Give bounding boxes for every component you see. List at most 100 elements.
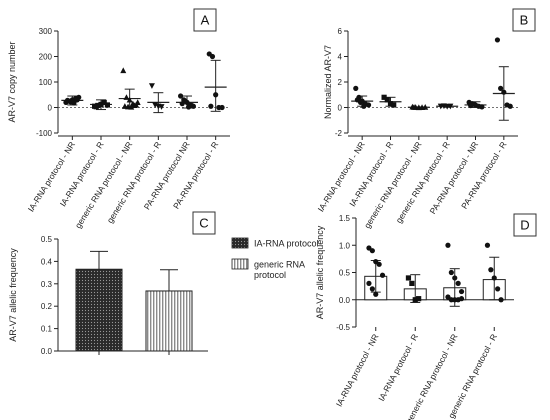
panel-a-data-point (104, 102, 110, 108)
panel-b-data-point (391, 102, 397, 108)
panel-d-y-tick-label: -0.5 (336, 323, 350, 332)
panel-b-panel-label: B (520, 13, 529, 28)
panel-a-data-point (128, 103, 135, 110)
panel-b-y-axis-title: Normalized AR-V7 (323, 45, 333, 119)
panel-a-data-point (208, 103, 214, 109)
panel-d-data-point (379, 272, 386, 278)
panel-b-data-point (384, 97, 390, 103)
panel-a-data-point (126, 96, 133, 103)
panel-b-data-point (507, 103, 513, 109)
panel-b-data-point (353, 85, 359, 91)
panel-c-y-tick-label: 0.0 (41, 347, 53, 356)
panel-d-data-point (366, 280, 372, 286)
panel-b-data-point (365, 102, 372, 108)
panel-d-data-point (445, 242, 451, 248)
panel-b-data-point (411, 104, 418, 110)
panel-a-data-point (182, 98, 188, 104)
panel-a-data-point (158, 104, 165, 110)
panel-a-data-point (120, 67, 127, 74)
panel-a-data-point (148, 83, 155, 89)
panel-b-data-point (494, 37, 501, 43)
panel-d-data-point (405, 275, 412, 281)
panel-b-data-point (357, 99, 364, 105)
panel-a-y-tick-label: -100 (36, 129, 53, 138)
panel-d: -0.5 0.0 0.5 1.0 1.5 AR-V7 allelic frequency I… (315, 213, 537, 420)
panel-d-category-label: IA-RNA protocol - R (376, 332, 420, 403)
panel-b-y-tick-label: 4 (338, 53, 343, 62)
panel-a-data-point (98, 101, 104, 108)
panel-c-bar (75, 268, 123, 352)
panel-a-data-point (74, 97, 80, 103)
panel-d-data-point (409, 280, 415, 286)
panel-b-data-point (498, 85, 504, 91)
panel-b-data-point (501, 89, 507, 95)
panel-b-y-tick-label: 2 (338, 78, 343, 87)
panel-d-data-point (369, 248, 375, 254)
panel-d-panel-label-box (513, 213, 537, 237)
panel-a-y-tick-label: 200 (39, 53, 53, 62)
panel-a-category-label: generic RNA protocol - R (105, 140, 163, 225)
panel-a-y-tick-label: 100 (39, 78, 53, 87)
panel-c-panel-label: C (199, 216, 208, 231)
panel-b-data-point (381, 94, 387, 100)
panel-c-y-tick-label: 0.4 (41, 257, 53, 266)
panel-b-data-point (479, 104, 485, 110)
panel-d-panel-label: D (520, 218, 529, 233)
panel-a-panel-label: A (201, 13, 210, 28)
panel-b-data-point (447, 103, 454, 110)
panel-d-y-tick-label: 0.5 (339, 269, 351, 278)
panel-d-data-point (498, 297, 504, 303)
panel-d-data-point (455, 280, 461, 286)
panel-d-y-tick-label: 0.0 (339, 296, 351, 305)
panel-c-panel-label-box (192, 211, 216, 235)
panel-b-data-point (422, 104, 429, 110)
panel-c-y-axis-title: AR-V7 allelic frequency (8, 248, 18, 342)
panel-b-panel-label-box (512, 8, 536, 32)
panel-d-data-point (412, 297, 418, 303)
panel-a-y-tick-label: 0 (48, 104, 53, 113)
panel-c-y-tick-label: 0.3 (41, 280, 53, 289)
panel-a-category-label: generic RNA protocol - NR (73, 140, 135, 230)
panel-a-data-point (178, 93, 184, 99)
legend-label-generic-rna-line1: generic RNA (254, 260, 305, 270)
panel-c: 0.0 0.1 0.2 0.3 0.4 0.5 AR-V7 allelic frequenc… (8, 211, 319, 356)
panel-d-data-point (448, 269, 454, 276)
panel-c-y-tick-label: 0.2 (41, 302, 53, 311)
panel-a-panel-label-box (193, 8, 217, 32)
panel-b-category-label: generic RNA protocol - R (394, 140, 452, 225)
panel-d-data-point (495, 286, 501, 292)
legend-label-generic-rna-line2: protocol (254, 270, 286, 280)
panel-a-data-point (209, 53, 216, 60)
panel-d-y-axis-title: AR-V7 allelic frequency (315, 225, 325, 319)
panel-a-data-point (131, 102, 138, 109)
panel-a-data-point (134, 99, 141, 105)
legend-swatch-generic-rna (231, 258, 249, 270)
panel-d-data-point (369, 286, 375, 292)
panel-d-data-point (458, 288, 465, 295)
panel-b-y-tick-label: 6 (338, 27, 343, 36)
panel-d-data-point (376, 261, 382, 267)
panel-a-y-axis-title: AR-V7 copy number (7, 41, 17, 122)
panel-d-data-point (373, 291, 379, 297)
panel-a-data-point (219, 104, 225, 111)
panel-d-data-point (491, 275, 497, 281)
panel-d-y-tick-label: 1.0 (339, 241, 351, 250)
panel-a-y-tick-label: 300 (39, 27, 53, 36)
panel-c-bar (145, 290, 193, 352)
panel-b-data-point (387, 101, 394, 107)
panel-c-y-tick-label: 0.1 (41, 325, 53, 334)
panel-b-y-tick-label: 0 (338, 104, 343, 113)
panel-a-data-point (101, 99, 107, 105)
panel-d-data-point (488, 267, 494, 273)
panel-d-data-point (452, 275, 458, 281)
panel-a-data-point (93, 104, 99, 110)
panel-b-data-point (361, 103, 367, 109)
panel-d-category-label: IA-RNA protocol - NR (334, 332, 381, 408)
panel-a-data-point (189, 102, 195, 109)
panel-d-data-point (484, 242, 491, 248)
panel-d-y-tick-label: 1.5 (339, 214, 351, 223)
